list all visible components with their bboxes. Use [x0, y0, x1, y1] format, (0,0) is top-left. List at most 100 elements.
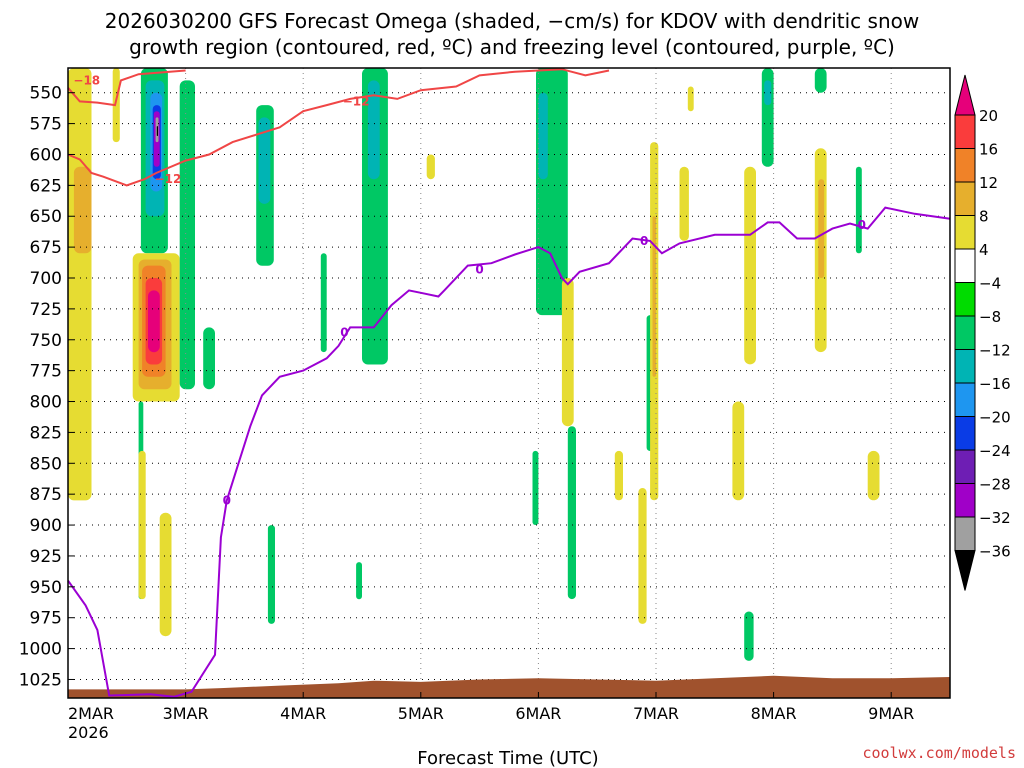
omega-patch — [687, 86, 694, 112]
contour-label: 0 — [223, 493, 231, 507]
omega-patch — [561, 278, 574, 427]
colorbar-label: 20 — [979, 107, 998, 125]
omega-patch — [426, 154, 435, 180]
colorbar-bin — [954, 282, 976, 317]
omega-patch — [73, 166, 92, 254]
colorbar-bin — [954, 248, 976, 283]
omega-patch — [744, 611, 754, 661]
contour-label: 0 — [640, 234, 648, 248]
omega-patch — [258, 117, 271, 204]
ground-surface — [68, 675, 950, 698]
plot-frame — [67, 67, 951, 699]
omega-patch — [179, 80, 195, 390]
contour-label: 0 — [858, 218, 866, 232]
omega-patch — [112, 68, 120, 143]
omega-patch — [638, 488, 647, 624]
y-tick-label: 575 — [30, 115, 62, 135]
omega-patch — [744, 166, 756, 365]
colorbar-bin — [954, 148, 976, 183]
x-axis-year: 2026 — [68, 723, 109, 742]
colorbar-label: −36 — [979, 543, 1011, 561]
omega-patch — [156, 126, 158, 136]
y-tick-label: 550 — [30, 84, 62, 104]
omega-patch — [159, 512, 172, 637]
x-tick-label: 5MAR — [398, 704, 444, 723]
omega-patch — [267, 525, 275, 624]
colorbar-bin — [954, 181, 976, 216]
omega-patch — [614, 450, 623, 501]
dgz-contour-line — [67, 68, 610, 187]
omega-patch — [138, 450, 146, 600]
omega-patch — [732, 401, 745, 501]
omega-patch — [818, 179, 825, 278]
colorbar-bin — [954, 483, 976, 518]
contour-label: −18 — [73, 73, 100, 87]
credit-text: coolwx.com/models — [862, 744, 1016, 762]
y-tick-label: 650 — [30, 207, 62, 227]
y-tick-label: 950 — [30, 578, 62, 598]
colorbar-label: 16 — [979, 141, 998, 159]
y-tick-label: 775 — [30, 362, 62, 382]
contour-label: 0 — [340, 325, 348, 339]
colorbar-label: −12 — [979, 342, 1011, 360]
ground-terrain — [68, 675, 950, 698]
y-tick-label: 900 — [30, 516, 62, 536]
colorbar-label: 8 — [979, 208, 989, 226]
colorbar: 20 16 12 8 4 −4 −8 −12 −16 −20 −24 −28 −32 −36 — [954, 74, 1011, 591]
colorbar-bin — [954, 449, 976, 484]
freezing-level-line — [67, 206, 951, 698]
colorbar-label: 12 — [979, 174, 998, 192]
omega-patch — [567, 426, 576, 600]
y-tick-label: 925 — [30, 547, 62, 567]
y-tick-label: 1000 — [19, 640, 62, 660]
omega-patch — [148, 290, 160, 353]
x-tick-label: 7MAR — [633, 704, 679, 723]
omega-patch — [320, 253, 327, 353]
colorbar-bin — [954, 349, 976, 384]
y-tick-label: 625 — [30, 176, 62, 196]
dgz-contour-line — [67, 69, 186, 107]
contour-label: −12 — [155, 172, 182, 186]
colorbar-bin — [954, 315, 976, 350]
colorbar-label: −28 — [979, 476, 1011, 494]
contour-lines: −18 −12 −12 0 0 0 0 0 — [67, 68, 951, 698]
colorbar-bin — [954, 215, 976, 250]
omega-patch — [855, 166, 862, 254]
omega-patch — [367, 80, 380, 180]
y-tick-label: 700 — [30, 269, 62, 289]
omega-patch — [532, 450, 539, 525]
colorbar-bin — [954, 416, 976, 451]
y-tick-label: 675 — [30, 238, 62, 258]
omega-patch — [764, 80, 772, 106]
y-tick-label: 825 — [30, 423, 62, 443]
y-tick-label: 600 — [30, 146, 62, 166]
colorbar-bin — [954, 516, 976, 551]
x-tick-label: 8MAR — [751, 704, 797, 723]
y-tick-label: 1025 — [19, 671, 62, 691]
colorbar-label: −16 — [979, 375, 1011, 393]
y-tick-label: 725 — [30, 300, 62, 320]
omega-patch — [356, 562, 362, 600]
chart-title-line-2: growth region (contoured, red, ºC) and f… — [129, 35, 895, 59]
colorbar-label: −32 — [979, 509, 1011, 527]
omega-patch — [538, 92, 548, 180]
omega-patch — [652, 216, 656, 377]
omega-patch — [203, 327, 215, 390]
colorbar-bin — [954, 382, 976, 417]
colorbar-label: −20 — [979, 409, 1011, 427]
chart-title-line-1: 2026030200 GFS Forecast Omega (shaded, −… — [105, 9, 919, 33]
x-tick-label: 4MAR — [280, 704, 326, 723]
omega-patch — [68, 68, 92, 501]
colorbar-arrow-top — [954, 74, 976, 116]
omega-patch — [867, 450, 880, 501]
y-tick-label: 800 — [30, 393, 62, 413]
grid-lines — [68, 68, 950, 698]
colorbar-label: −8 — [979, 308, 1001, 326]
contour-label: 0 — [475, 262, 483, 276]
colorbar-label: −24 — [979, 442, 1011, 460]
x-tick-label: 6MAR — [515, 704, 561, 723]
y-tick-label: 750 — [30, 331, 62, 351]
omega-shading — [68, 68, 880, 661]
x-tick-label: 2MAR — [68, 704, 114, 723]
